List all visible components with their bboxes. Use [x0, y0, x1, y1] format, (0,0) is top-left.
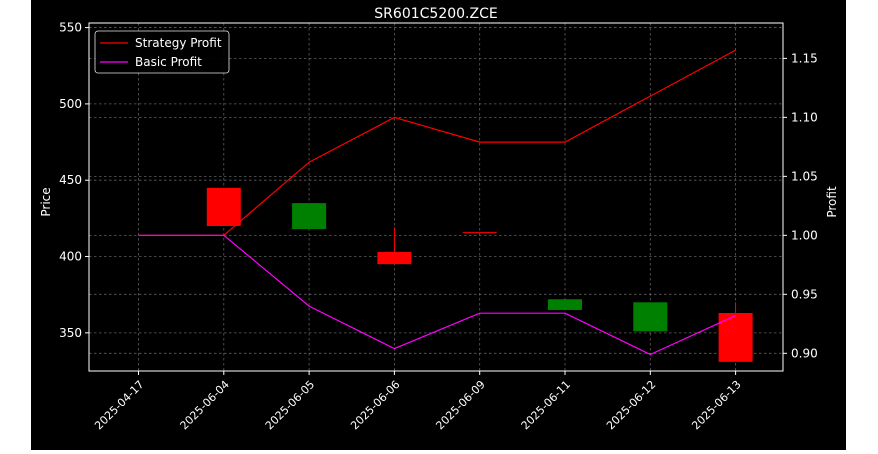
profit-lines: [138, 49, 736, 356]
y-tick-label: 550: [59, 21, 82, 35]
plot-frame: [88, 22, 784, 372]
candle-body: [633, 302, 668, 332]
candle-body: [292, 203, 327, 230]
y-tick-label: 450: [59, 173, 82, 187]
candle-body: [206, 187, 241, 226]
y-axis-label: Price: [39, 187, 53, 216]
plot-area: [89, 23, 783, 371]
profit-line: [138, 49, 736, 236]
y2-tick-label: 0.90: [791, 346, 818, 360]
y2-tick-label: 1.00: [791, 228, 818, 242]
legend: Strategy Profit Basic Profit: [94, 30, 230, 74]
candle: [292, 203, 327, 230]
profit-line: [138, 234, 736, 356]
y-tick-label: 500: [59, 97, 82, 111]
y2-tick-label: 1.15: [791, 51, 818, 65]
legend-label: Basic Profit: [135, 55, 202, 69]
y2-tick-label: 0.95: [791, 287, 818, 301]
y-tick-label: 350: [59, 326, 82, 340]
candle-body: [462, 232, 497, 234]
legend-box: [94, 30, 230, 74]
candle-body: [377, 251, 412, 265]
y-tick-label: 400: [59, 250, 82, 264]
candle: [377, 227, 412, 265]
y2-tick-label: 1.05: [791, 169, 818, 183]
candle-body: [548, 299, 582, 310]
y2-tick-label: 1.10: [791, 110, 818, 124]
candle: [206, 187, 241, 226]
legend-label: Strategy Profit: [135, 36, 222, 50]
candle: [633, 302, 668, 332]
candle: [548, 299, 582, 310]
y2-axis-label: Profit: [825, 186, 839, 218]
chart-title: SR601C5200.ZCE: [374, 6, 497, 22]
candle: [462, 232, 497, 234]
candle-body: [718, 313, 753, 362]
